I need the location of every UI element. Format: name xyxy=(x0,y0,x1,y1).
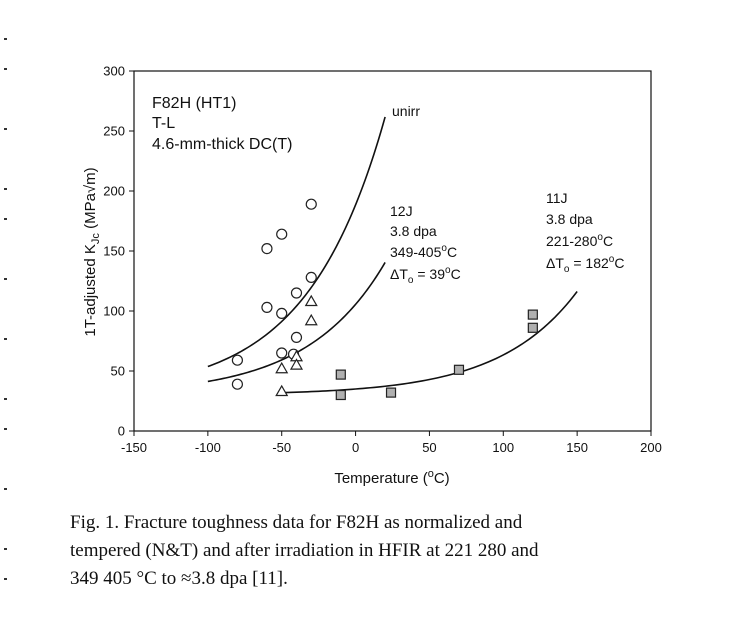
point-square xyxy=(335,389,346,401)
point-circle xyxy=(231,378,243,390)
label-12j-line-1: 12J xyxy=(390,203,413,219)
header-line-1: F82H (HT1) xyxy=(152,95,236,112)
x-tick-label: 100 xyxy=(492,440,514,455)
x-tick-label: -150 xyxy=(121,440,147,455)
point-circle xyxy=(290,287,303,299)
y-tick-label: 250 xyxy=(103,124,125,139)
figure-caption: Fig. 1. Fracture toughness data for F82H… xyxy=(70,509,670,593)
point-circle xyxy=(305,271,317,283)
x-tick-label: -100 xyxy=(195,440,221,455)
label-12j-line-2: 3.8 dpa xyxy=(390,223,437,239)
caption-line-1: Fig. 1. Fracture toughness data for F82H… xyxy=(70,512,523,533)
label-11j-line-3: 221-280oC xyxy=(546,232,613,249)
point-circle xyxy=(261,243,273,255)
y-tick-label: 50 xyxy=(111,364,125,379)
label-unirr: unirr xyxy=(392,103,420,119)
point-circle xyxy=(305,198,317,210)
label-12j-line-4: ΔTo = 39oC xyxy=(390,265,461,286)
point-triangle xyxy=(289,358,304,370)
point-circle xyxy=(276,307,288,319)
caption-line-2: tempered (N&T) and after irradiation in … xyxy=(70,540,539,561)
point-circle xyxy=(276,228,288,240)
y-tick-label: 150 xyxy=(103,244,125,259)
y-tick-label: 200 xyxy=(103,184,125,199)
y-axis-title: 1T-adjusted KJc (MPa√m) xyxy=(82,167,102,336)
y-tick-label: 100 xyxy=(103,304,125,319)
point-triangle xyxy=(275,384,289,397)
margin-marks xyxy=(4,0,8,643)
point-triangle xyxy=(304,294,318,307)
fracture-toughness-chart: -150 -100 -50 0 50 100 150 200 0 50 100 150 200 250 30… xyxy=(82,64,662,488)
curve-unirr xyxy=(207,116,386,368)
x-axis-title: Temperature (oC) xyxy=(334,468,449,487)
x-tick-label: 50 xyxy=(422,440,436,455)
point-square xyxy=(527,309,538,320)
label-11j-line-2: 3.8 dpa xyxy=(546,211,593,227)
x-tick-label: 150 xyxy=(566,440,588,455)
curve-11j xyxy=(281,290,578,394)
point-square xyxy=(527,322,538,333)
x-tick-label: -50 xyxy=(272,440,291,455)
point-triangle xyxy=(275,361,289,374)
point-square xyxy=(335,369,346,380)
header-line-3: 4.6-mm-thick DC(T) xyxy=(152,136,292,153)
label-12j-line-3: 349-405oC xyxy=(390,243,457,260)
y-tick-label: 300 xyxy=(103,64,125,79)
data-points xyxy=(231,198,538,401)
label-11j-line-4: ΔTo = 182oC xyxy=(546,254,624,275)
point-circle xyxy=(231,354,243,366)
point-circle xyxy=(261,301,273,313)
x-tick-label: 0 xyxy=(352,440,359,455)
header-line-2: T-L xyxy=(152,115,175,132)
point-square xyxy=(453,364,465,375)
label-11j-line-1: 11J xyxy=(546,190,568,206)
x-tick-label: 200 xyxy=(640,440,662,455)
axes: -150 -100 -50 0 50 100 150 200 0 50 100 150 200 250 30… xyxy=(103,64,662,456)
point-triangle xyxy=(304,313,318,326)
y-tick-label: 0 xyxy=(118,424,125,439)
point-square xyxy=(385,387,397,398)
point-circle xyxy=(276,347,288,359)
point-circle xyxy=(290,331,303,343)
caption-line-3: 349 405 °C to ≈3.8 dpa [11]. xyxy=(70,568,288,589)
